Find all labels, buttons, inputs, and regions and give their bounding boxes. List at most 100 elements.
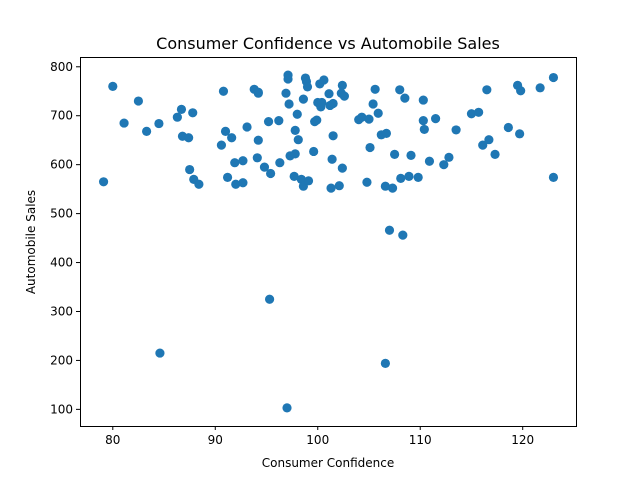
data-point bbox=[290, 149, 300, 159]
data-point bbox=[253, 88, 263, 98]
data-point bbox=[380, 181, 390, 191]
plot-frame bbox=[80, 57, 577, 427]
data-point bbox=[185, 164, 195, 175]
x-tick-label: 110 bbox=[409, 433, 432, 447]
data-point bbox=[516, 86, 526, 96]
data-point bbox=[222, 172, 233, 182]
data-point bbox=[466, 109, 477, 119]
data-point bbox=[290, 125, 300, 136]
x-tick-label: 100 bbox=[306, 433, 329, 447]
data-point bbox=[292, 109, 302, 119]
data-point bbox=[490, 149, 500, 159]
data-point bbox=[194, 179, 204, 189]
data-point bbox=[303, 176, 314, 186]
data-point bbox=[155, 348, 165, 358]
data-point bbox=[227, 133, 237, 143]
data-point bbox=[238, 178, 248, 188]
data-point bbox=[406, 150, 416, 160]
data-point bbox=[154, 118, 164, 129]
data-point bbox=[317, 97, 327, 108]
data-point bbox=[515, 129, 525, 139]
data-point bbox=[327, 154, 337, 164]
data-point bbox=[188, 108, 198, 118]
data-point bbox=[364, 114, 374, 124]
data-point bbox=[418, 95, 428, 105]
data-point bbox=[451, 125, 461, 135]
data-point bbox=[326, 183, 336, 193]
data-point bbox=[400, 93, 410, 103]
data-point bbox=[387, 183, 398, 193]
data-point bbox=[478, 140, 488, 150]
data-point bbox=[398, 230, 408, 240]
y-tick-label: 300 bbox=[50, 304, 73, 318]
data-point bbox=[259, 162, 270, 172]
data-point bbox=[119, 118, 129, 128]
data-point bbox=[404, 171, 414, 182]
data-point bbox=[395, 85, 405, 95]
data-point bbox=[431, 114, 441, 124]
data-point bbox=[108, 81, 118, 91]
data-point bbox=[253, 135, 263, 145]
data-point bbox=[413, 172, 423, 182]
data-point bbox=[218, 86, 229, 96]
data-point bbox=[337, 163, 347, 173]
data-point bbox=[390, 149, 400, 159]
data-point bbox=[309, 146, 319, 157]
data-point bbox=[444, 152, 454, 162]
data-point bbox=[220, 126, 231, 136]
data-point bbox=[365, 142, 375, 153]
data-point bbox=[337, 80, 347, 90]
data-point bbox=[293, 135, 303, 145]
data-point bbox=[133, 96, 144, 106]
data-point bbox=[357, 112, 367, 122]
y-tick-label: 500 bbox=[50, 207, 73, 221]
data-point bbox=[275, 158, 285, 168]
data-point bbox=[381, 128, 392, 138]
data-point bbox=[418, 116, 428, 126]
data-point bbox=[328, 98, 338, 109]
data-point bbox=[282, 403, 292, 413]
data-point bbox=[98, 177, 109, 187]
data-point bbox=[474, 107, 484, 117]
data-point bbox=[484, 135, 494, 145]
data-point bbox=[373, 108, 383, 118]
data-point bbox=[216, 140, 227, 150]
data-point bbox=[328, 131, 338, 141]
y-tick-label: 700 bbox=[50, 109, 73, 123]
data-point bbox=[266, 168, 276, 179]
data-point bbox=[439, 160, 449, 170]
data-point bbox=[242, 122, 252, 132]
data-point bbox=[419, 124, 429, 135]
data-point bbox=[535, 83, 545, 93]
data-points bbox=[98, 70, 559, 413]
data-point bbox=[142, 126, 152, 136]
data-point bbox=[289, 171, 299, 182]
data-point bbox=[319, 75, 329, 85]
data-point bbox=[274, 116, 284, 126]
data-point bbox=[312, 115, 322, 125]
data-point bbox=[424, 156, 435, 166]
data-point bbox=[368, 99, 378, 109]
data-point bbox=[380, 358, 390, 368]
data-point bbox=[324, 89, 334, 99]
x-axis-label: Consumer Confidence bbox=[262, 456, 394, 470]
data-point bbox=[298, 94, 308, 104]
data-point bbox=[172, 112, 182, 122]
y-axis-ticks: 100 200 300 400 500 600 700 800 bbox=[50, 60, 80, 416]
chart-title: Consumer Confidence vs Automobile Sales bbox=[156, 34, 500, 53]
data-point bbox=[339, 91, 349, 101]
data-point bbox=[396, 173, 406, 183]
y-axis-label: Automobile Sales bbox=[24, 190, 38, 294]
data-point bbox=[230, 158, 240, 168]
x-tick-label: 90 bbox=[208, 433, 223, 447]
y-tick-label: 100 bbox=[50, 402, 73, 416]
data-point bbox=[252, 153, 262, 163]
x-axis-ticks: 80 90 100 110 120 bbox=[105, 426, 534, 447]
x-tick-label: 80 bbox=[105, 433, 120, 447]
y-tick-label: 400 bbox=[50, 256, 73, 270]
y-tick-label: 200 bbox=[50, 353, 73, 367]
data-point bbox=[238, 156, 248, 166]
data-point bbox=[302, 82, 313, 92]
